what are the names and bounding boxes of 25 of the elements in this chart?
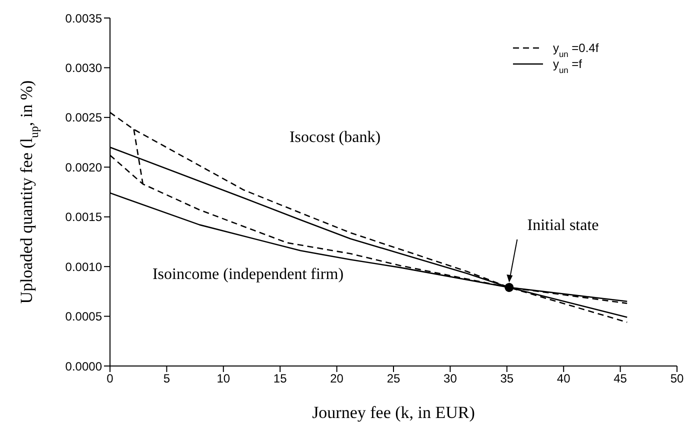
x-tick-label: 50 (670, 372, 684, 386)
y-tick-label: 0.0005 (65, 310, 102, 324)
x-tick-label: 40 (556, 372, 571, 386)
x-tick-label: 20 (330, 372, 344, 386)
x-tick-label: 10 (216, 372, 230, 386)
annotation: Isoincome (independent firm) (152, 266, 344, 283)
x-tick-label: 35 (500, 372, 514, 386)
x-tick-label: 25 (386, 372, 400, 386)
legend-label: y$_{un}$ =0.4f (553, 41, 600, 59)
x-tick-label: 5 (163, 372, 170, 386)
x-tick-label: 0 (106, 372, 114, 386)
y-tick-label: 0.0010 (65, 260, 102, 274)
x-tick-label: 30 (444, 372, 458, 386)
y-tick-label: 0.0000 (65, 359, 102, 374)
y-tick-label: 0.0025 (65, 110, 102, 125)
x-tick-label: 45 (614, 372, 628, 386)
annotation: Isocost (bank) (289, 128, 381, 146)
y-tick-label: 0.0015 (65, 210, 102, 224)
legend-label: y$_{un}$ =f (553, 57, 583, 75)
x-axis-title: Journey fee (k, in EUR) (312, 403, 475, 422)
y-tick-label: 0.0035 (65, 11, 102, 26)
x-tick-label: 15 (273, 372, 288, 386)
annotation: Initial state (527, 216, 599, 234)
y-tick-label: 0.0020 (65, 160, 102, 174)
y-tick-label: 0.0030 (65, 60, 102, 75)
